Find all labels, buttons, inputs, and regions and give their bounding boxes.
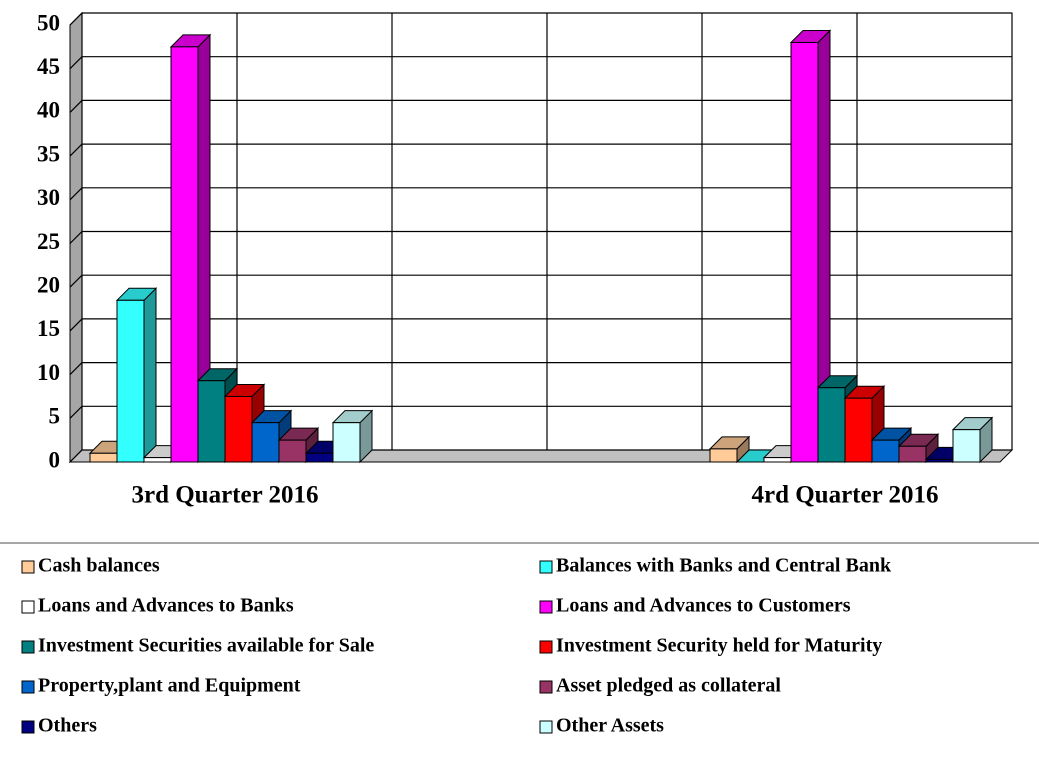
legend-swatch [539,560,553,574]
bar-front [251,422,280,463]
legend-label: Property,plant and Equipment [38,675,301,697]
y-tick-label: 40 [37,98,60,123]
grid-line [69,99,1012,113]
y-tick-label: 5 [49,404,61,429]
legend-label: Loans and Advances to Customers [556,595,851,617]
bar-front [952,429,981,463]
legend-swatch [21,680,35,694]
grid-line [69,12,1012,26]
legend-label: Investment Securities available for Sale [38,635,374,657]
grid-line [69,187,1012,201]
y-tick-label: 25 [37,229,60,254]
bar-front [790,41,819,463]
bar-front [871,439,900,463]
grid-line [69,56,1012,70]
y-tick-label: 35 [37,141,60,166]
bar-front [197,380,226,463]
bar-front [709,448,738,463]
bar-front [170,46,199,463]
bar [115,287,158,464]
bar-front [844,397,873,463]
legend-swatch [539,640,553,654]
bar [169,33,212,464]
legend-label: Asset pledged as collateral [556,675,781,697]
bar-front [817,387,846,463]
bar-front [89,452,118,463]
y-tick-label: 10 [37,360,60,385]
bar-front [763,457,792,463]
legend-label: Other Assets [556,715,664,737]
bar-front [332,422,361,463]
x-tick-label: 4rd Quarter 2016 [751,482,938,509]
bar-front [143,457,172,463]
grid-line [69,274,1012,288]
bar-front [224,395,253,463]
bar-front [278,439,307,463]
bar [708,435,751,464]
legend-swatch [21,720,35,734]
grid-line [69,230,1012,244]
legend-swatch [539,720,553,734]
legend-swatch [21,560,35,574]
bar [789,29,832,464]
legend-label: Loans and Advances to Banks [38,595,294,617]
legend-swatch [21,640,35,654]
legend-swatch [21,600,35,614]
bar [331,409,374,464]
bar-side [143,287,157,464]
bar-front [305,452,334,463]
y-tick-label: 45 [37,54,60,79]
bar-front [116,299,145,463]
legend-label: Others [38,715,97,737]
legend-label: Cash balances [38,555,160,577]
y-tick-label: 50 [37,10,60,35]
grid-line [69,318,1012,332]
bar-front [898,445,927,463]
y-tick-label: 30 [37,185,60,210]
y-tick-label: 15 [37,316,60,341]
y-tick-label: 20 [37,272,60,297]
bar [897,433,940,464]
bar [951,416,994,464]
bar-front [925,458,954,463]
legend-label: Balances with Banks and Central Bank [556,555,892,577]
x-tick-label: 3rd Quarter 2016 [131,482,318,509]
legend-swatch [539,600,553,614]
legend-label: Investment Security held for Maturity [556,635,882,657]
legend-swatch [539,680,553,694]
grid-line [69,143,1012,157]
y-tick-label: 0 [49,447,61,472]
